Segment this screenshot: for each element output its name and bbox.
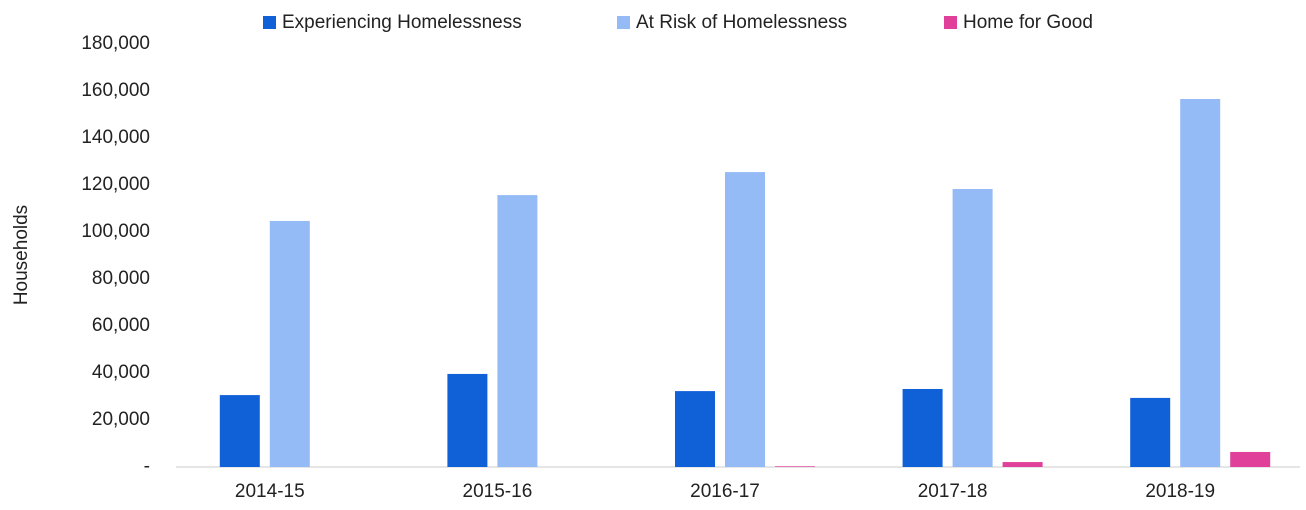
bar xyxy=(447,373,488,467)
bar xyxy=(952,188,993,467)
bar xyxy=(675,391,715,467)
bar xyxy=(902,388,943,467)
legend-swatch xyxy=(617,16,630,29)
bar xyxy=(1180,98,1221,468)
x-tick-label: 2015-16 xyxy=(463,481,533,502)
y-tick-label: 140,000 xyxy=(81,127,150,148)
bar xyxy=(269,220,310,467)
bar xyxy=(1130,397,1171,467)
legend-label: Experiencing Homelessness xyxy=(282,12,522,33)
bar xyxy=(1230,451,1271,467)
y-axis-label: Households xyxy=(11,205,32,305)
bar xyxy=(497,195,538,468)
legend-label: Home for Good xyxy=(963,12,1093,33)
y-tick-label: 120,000 xyxy=(81,174,150,195)
y-tick-label: 180,000 xyxy=(81,33,150,54)
legend-label: At Risk of Homelessness xyxy=(636,12,847,33)
x-tick-label: 2014-15 xyxy=(235,481,305,502)
y-tick-label: 60,000 xyxy=(92,315,150,336)
x-tick-label: 2017-18 xyxy=(918,481,988,502)
y-tick-label: 160,000 xyxy=(81,80,150,101)
legend-swatch xyxy=(263,16,276,29)
bar xyxy=(1002,462,1043,467)
y-tick-label: 80,000 xyxy=(92,268,150,289)
bar xyxy=(725,172,765,467)
x-tick-label: 2018-19 xyxy=(1145,481,1215,502)
x-tick-label: 2016-17 xyxy=(690,481,760,502)
bar xyxy=(775,466,815,467)
y-tick-label: 20,000 xyxy=(92,409,150,430)
bar xyxy=(219,395,260,467)
y-tick-label: - xyxy=(144,456,150,477)
y-tick-label: 40,000 xyxy=(92,362,150,383)
y-tick-label: 100,000 xyxy=(81,221,150,242)
legend-swatch xyxy=(944,16,957,29)
